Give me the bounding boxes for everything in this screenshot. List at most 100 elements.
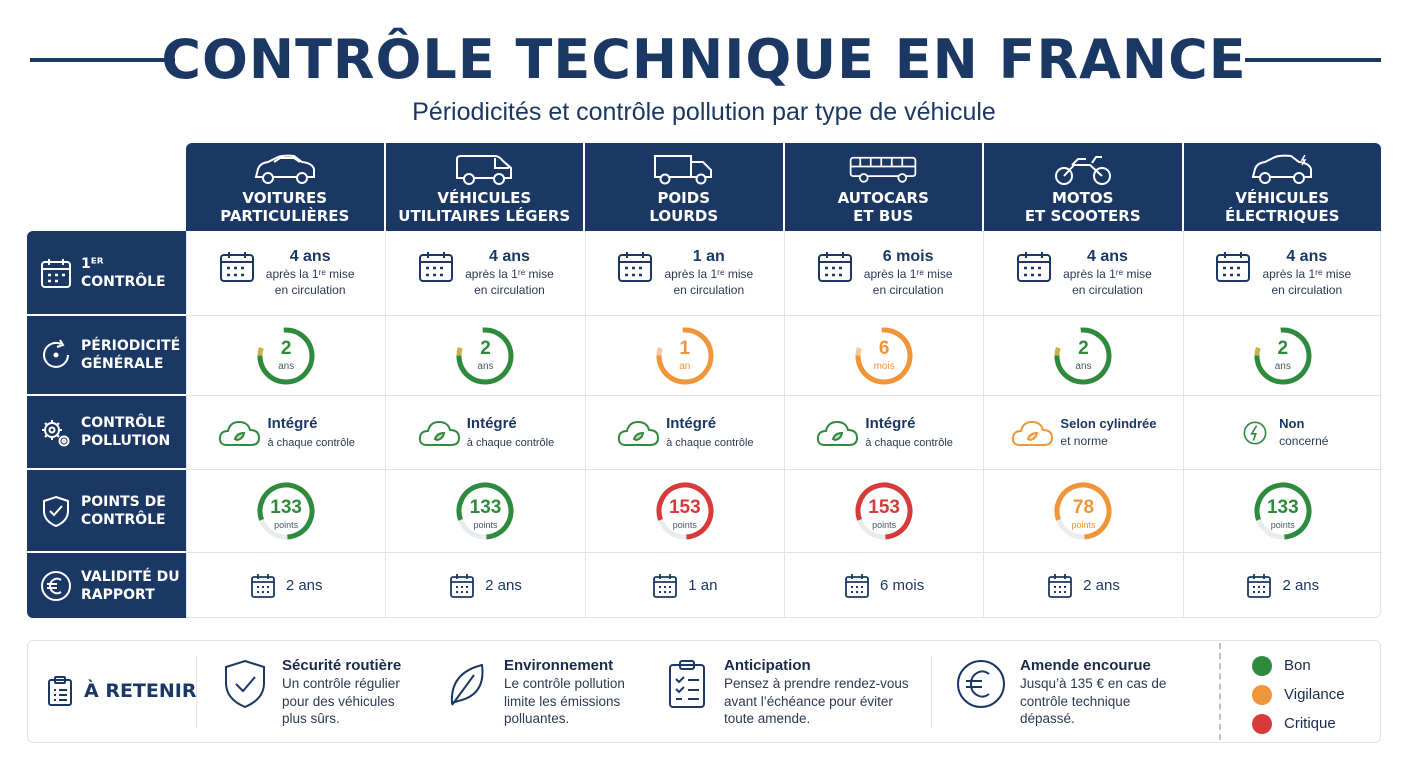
periodicity-gauge: 2 ans — [255, 325, 317, 387]
points-cell: 153 points — [785, 470, 985, 552]
calendar-icon — [41, 258, 71, 288]
tip-line: polluantes. — [504, 711, 570, 726]
electric-bolt-icon — [1243, 421, 1267, 444]
validity-cell: 1 an — [586, 553, 785, 618]
points-ring — [1054, 482, 1112, 540]
column-header-electriques: VÉHICULES ÉLECTRIQUES — [1184, 143, 1382, 231]
pollution-title: Intégré — [865, 414, 916, 432]
truck-icon — [653, 155, 712, 185]
cloud-leaf-icon — [617, 420, 660, 446]
electric-car-icon — [1251, 154, 1313, 184]
column-header-voitures: VOITURES PARTICULIÈRES — [186, 143, 386, 231]
points-value: 133 — [1266, 497, 1299, 518]
points-ring — [855, 482, 913, 540]
legend-divider — [1219, 643, 1221, 740]
tip-environnement: Environnement Le contrôle pollution limi… — [444, 657, 625, 728]
table-row-points: 133 points 133 points 153 points 153 points 78 po… — [187, 470, 1382, 553]
points-unit: points — [1071, 520, 1096, 530]
shield-check-icon — [43, 495, 69, 527]
validity-value: 2 ans — [1083, 577, 1120, 594]
pollution-cell: Intégré à chaque contrôle — [586, 396, 785, 469]
first-control-value: 4 ans — [289, 248, 331, 265]
first-control: 4 ans après la 1ʳᵉ mise en circulation — [218, 248, 355, 298]
table-row-periodicity: 2 ans 2 ans 1 an 6 mois 2 ans 2 ans — [187, 316, 1382, 396]
first-control-cell: 4 ans après la 1ʳᵉ mise en circulation — [187, 231, 387, 315]
column-header-label: POIDS LOURDS — [649, 189, 719, 225]
first-control-cell: 1 an après la 1ʳᵉ mise en circulation — [586, 231, 785, 315]
column-headers: VOITURES PARTICULIÈRES VÉHICULES UTILITAIR… — [186, 143, 1381, 231]
points-gauge: 153 points — [654, 480, 716, 542]
periodicity-unit: mois — [873, 360, 895, 372]
periodicity-cell: 2 ans — [386, 316, 586, 395]
tip-securite: Sécurité routière Un contrôle régulier p… — [222, 657, 401, 728]
column-header-label: MOTOS ET SCOOTERS — [1024, 189, 1141, 225]
periodicity-cell: 2 ans — [984, 316, 1184, 395]
clipboard-icon — [48, 676, 72, 706]
legend-label: Critique — [1284, 715, 1336, 732]
first-control: 4 ans après la 1ʳᵉ mise en circulation — [1015, 248, 1152, 298]
pollution-cell: Intégré à chaque contrôle — [785, 396, 985, 469]
pollution-info: Intégré à chaque contrôle — [815, 414, 953, 451]
pollution-detail: concerné — [1279, 434, 1329, 448]
euro-icon — [957, 660, 1005, 708]
pollution-info: Non concerné — [1237, 415, 1328, 450]
periodicity-gauge: 2 ans — [1052, 325, 1114, 387]
first-control: 4 ans après la 1ʳᵉ mise en circulation — [417, 248, 554, 298]
tip-line: dépassé. — [1020, 711, 1075, 726]
first-control-cell: 4 ans après la 1ʳᵉ mise en circulation — [1184, 231, 1382, 315]
calendar-icon — [618, 252, 653, 282]
table-body: 4 ans après la 1ʳᵉ mise en circulation 4 an… — [186, 231, 1382, 618]
tip-line: limite les émissions — [504, 693, 621, 709]
periodicity-gauge: 1 an — [654, 325, 716, 387]
calendar-icon — [1216, 252, 1251, 282]
tip-line: Un contrôle régulier — [282, 676, 400, 691]
legend-item-critique: Critique — [1252, 709, 1345, 738]
gauge-ring — [656, 327, 714, 384]
shield-check-icon — [225, 659, 265, 709]
validity-info: 6 mois — [844, 573, 924, 599]
tip-line: pour des véhicules — [282, 693, 395, 709]
points-cell: 153 points — [586, 470, 785, 552]
periodicity-gauge: 6 mois — [853, 325, 915, 387]
points-gauge: 78 points — [1052, 480, 1114, 542]
points-gauge: 133 points — [255, 480, 317, 542]
periodicity-value: 6 — [878, 337, 890, 359]
periodicity-value: 1 — [679, 337, 691, 359]
periodicity-cell: 6 mois — [785, 316, 985, 395]
first-control-value: 6 mois — [882, 248, 934, 265]
first-control-detail: en circulation — [673, 283, 745, 297]
retenir-heading: À RETENIR — [46, 675, 196, 707]
tip-title: Sécurité routière — [282, 657, 402, 674]
cycle-icon — [43, 339, 69, 368]
first-control-value: 4 ans — [1087, 248, 1128, 265]
first-control-detail: après la 1ʳᵉ mise — [664, 267, 754, 281]
tip-title: Environnement — [504, 657, 614, 674]
first-control-detail: en circulation — [1271, 283, 1343, 297]
table-row-pollution: Intégré à chaque contrôle Intégré à chaque … — [187, 396, 1382, 470]
row-label-text: VALIDITÉ DU RAPPORT — [81, 568, 180, 603]
periodicity-gauge: 2 ans — [1252, 325, 1314, 387]
car-icon — [254, 154, 315, 184]
periodicity-unit: ans — [278, 360, 295, 372]
periodicity-unit: an — [679, 360, 691, 372]
column-header-motos: MOTOS ET SCOOTERS — [984, 143, 1184, 231]
points-value: 133 — [469, 497, 502, 518]
first-control-cell: 4 ans après la 1ʳᵉ mise en circulation — [386, 231, 586, 315]
legend-label: Bon — [1284, 657, 1311, 674]
header: CONTRÔLE TECHNIQUE EN FRANCE Périodicité… — [0, 22, 1408, 127]
pollution-info: Intégré à chaque contrôle — [616, 415, 754, 451]
column-header-label: VOITURES PARTICULIÈRES — [220, 189, 350, 225]
row-label-points: POINTS DE CONTRÔLE — [27, 470, 186, 553]
title-left-rule — [30, 58, 175, 62]
column-header-label: VÉHICULES UTILITAIRES LÉGERS — [398, 189, 571, 225]
validity-info: 2 ans — [1246, 573, 1319, 599]
gauge-ring — [855, 327, 913, 384]
tip-amende: Amende encourue Jusqu’à 135 € en cas de … — [956, 657, 1166, 728]
cloud-leaf-icon — [219, 420, 261, 446]
first-control: 1 an après la 1ʳᵉ mise en circulation — [616, 248, 753, 298]
first-control-value: 4 ans — [1286, 248, 1328, 265]
validity-value: 1 an — [688, 577, 718, 594]
points-unit: points — [1270, 520, 1295, 530]
points-value: 153 — [668, 497, 701, 518]
pollution-detail: à chaque contrôle — [466, 436, 555, 449]
